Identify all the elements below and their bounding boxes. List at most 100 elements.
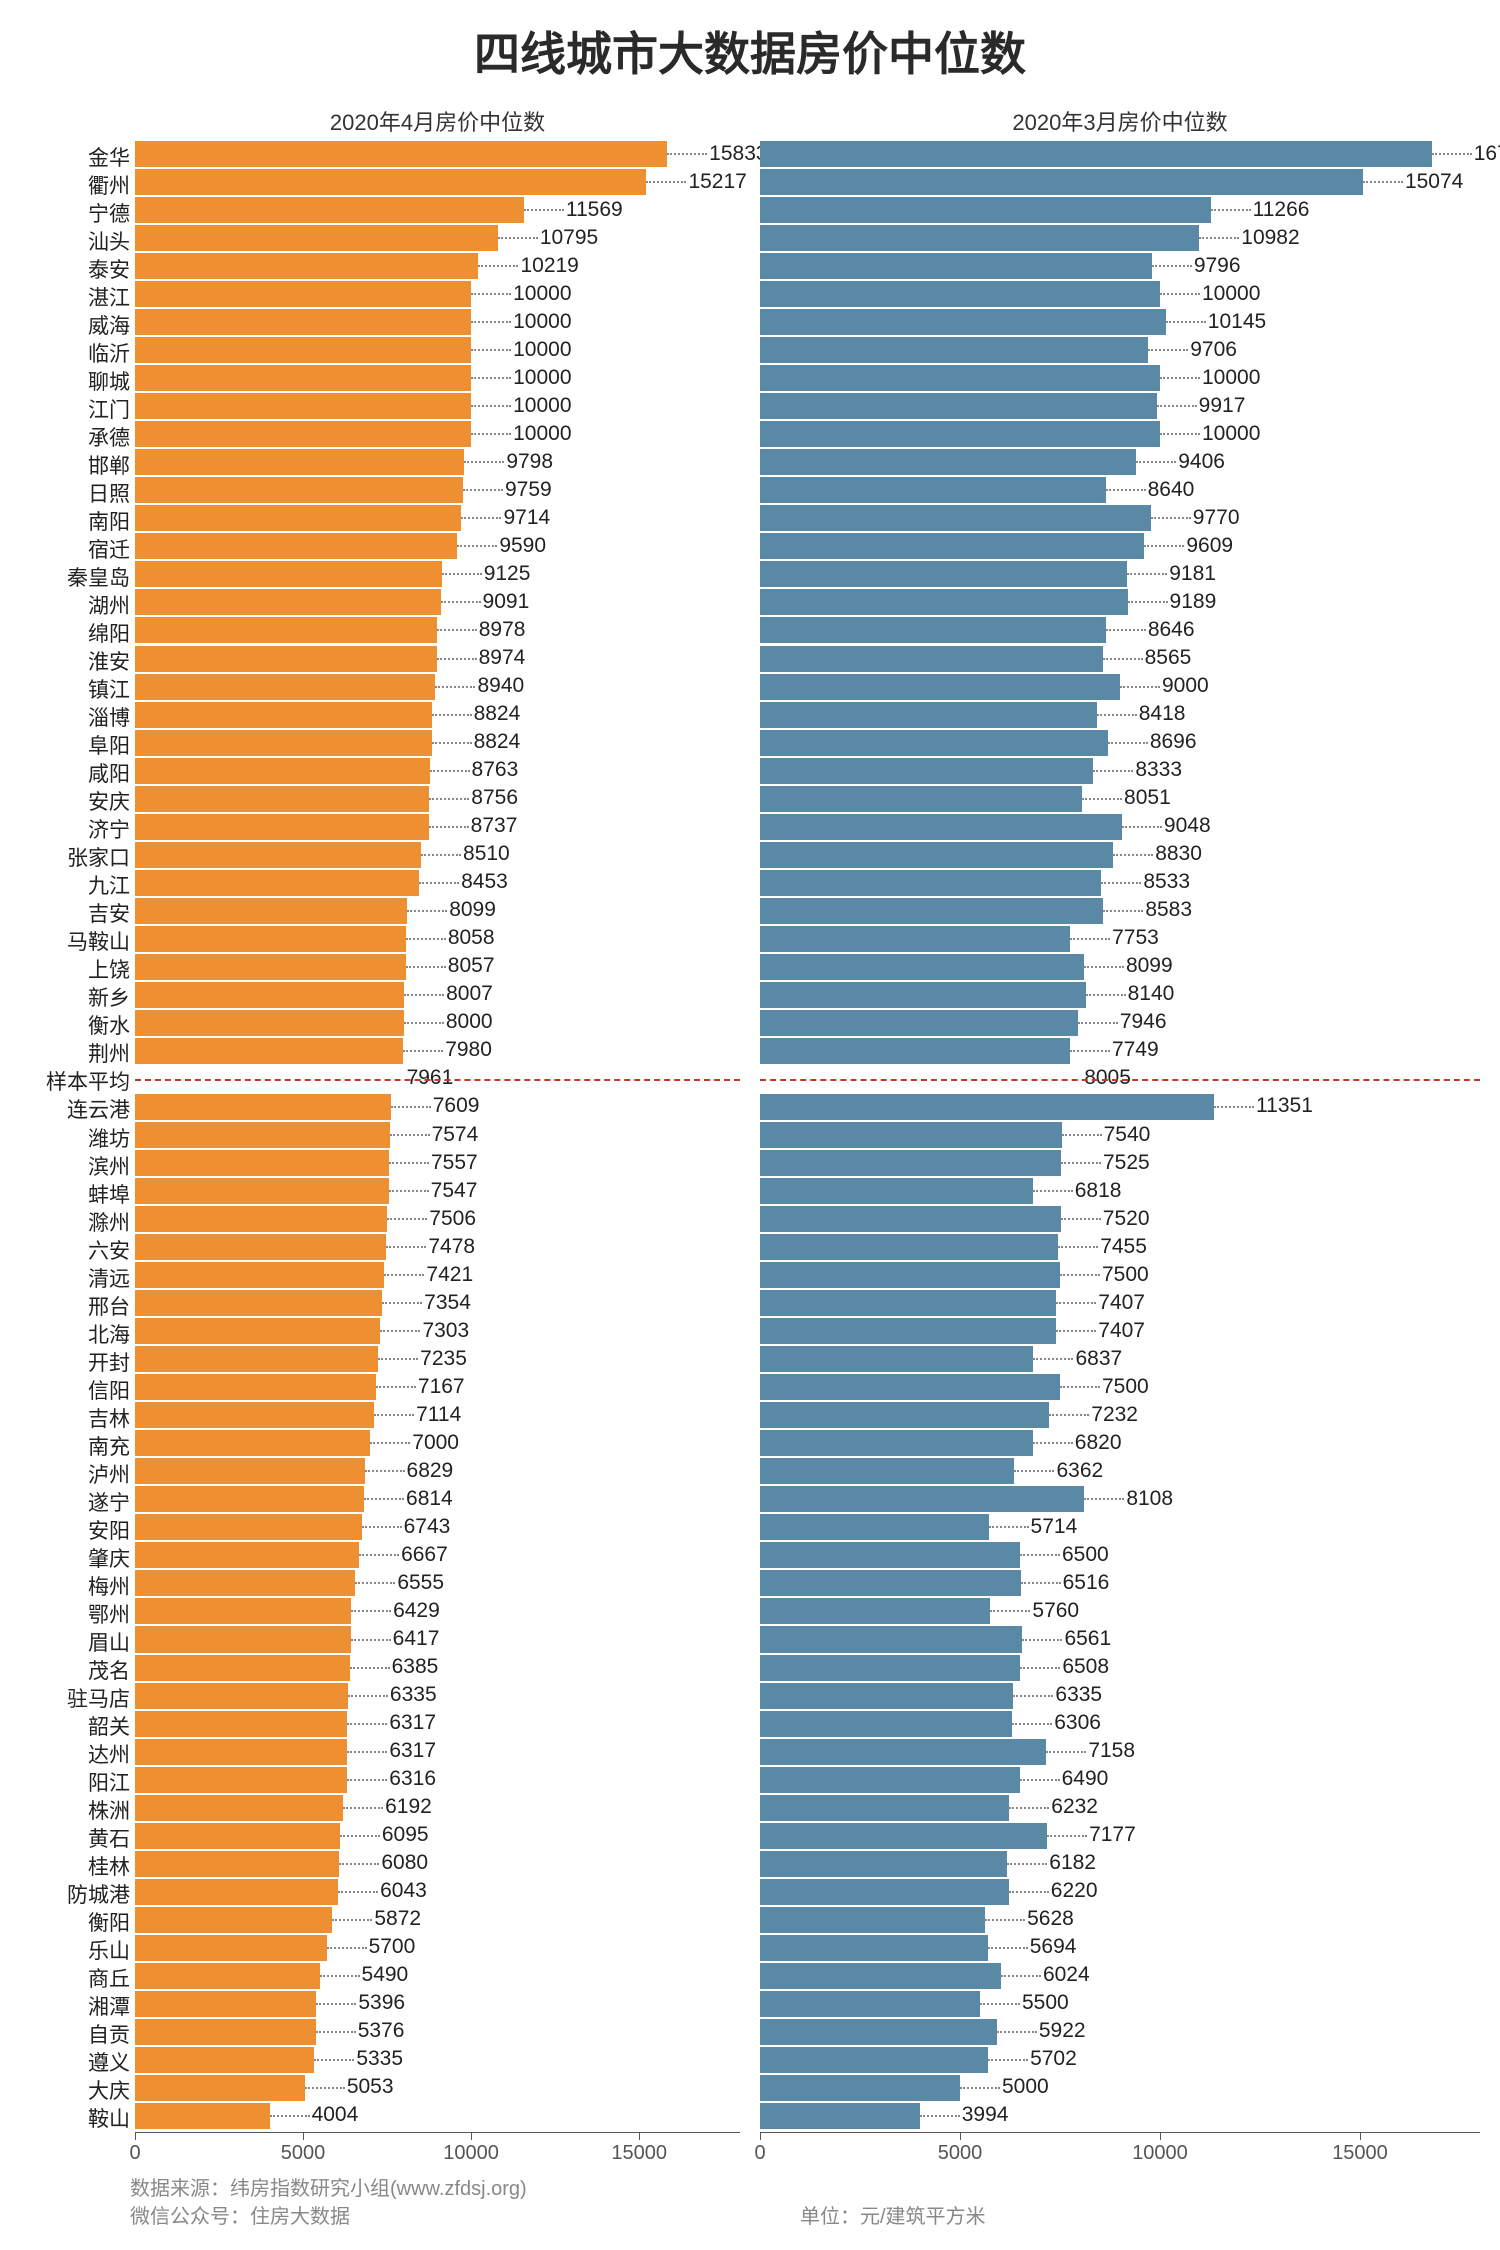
city-label: 聊城 xyxy=(0,366,130,396)
leader-line xyxy=(997,2031,1037,2033)
bar-right xyxy=(760,1430,1033,1456)
leader-line xyxy=(1432,153,1472,155)
bar-right xyxy=(760,421,1160,447)
leader-line xyxy=(1033,1442,1073,1444)
leader-line xyxy=(1049,1414,1089,1416)
bar-right xyxy=(760,1178,1033,1204)
value-label-right: 15074 xyxy=(1405,170,1463,194)
leader-line xyxy=(1021,1582,1061,1584)
value-label-right: 6362 xyxy=(1056,1459,1103,1483)
city-label: 阳江 xyxy=(0,1767,130,1797)
city-label: 桂林 xyxy=(0,1851,130,1881)
leader-line xyxy=(1211,209,1251,211)
leader-line xyxy=(1122,826,1162,828)
value-label-right: 7500 xyxy=(1102,1375,1149,1399)
leader-line xyxy=(403,1050,443,1052)
value-label-left: 10000 xyxy=(513,422,571,446)
value-label-left: 9091 xyxy=(483,590,530,614)
axis-tick-label: 15000 xyxy=(611,2142,667,2165)
city-label: 临沂 xyxy=(0,338,130,368)
bar-left xyxy=(135,730,432,756)
value-label-right: 9189 xyxy=(1170,590,1217,614)
value-label-right: 10982 xyxy=(1241,226,1299,250)
value-label-right: 10000 xyxy=(1202,282,1260,306)
bar-left xyxy=(135,309,471,335)
leader-line xyxy=(457,545,497,547)
value-label-right: 6490 xyxy=(1062,1767,1109,1791)
value-label-right: 8565 xyxy=(1145,646,1192,670)
value-label-right: 9706 xyxy=(1190,338,1237,362)
city-label: 蚌埠 xyxy=(0,1179,130,1209)
bar-right xyxy=(760,1038,1070,1064)
leader-line xyxy=(471,377,511,379)
leader-line xyxy=(1128,601,1168,603)
value-label-right: 7946 xyxy=(1120,1010,1167,1034)
bar-left xyxy=(135,1879,338,1905)
value-label-left: 4004 xyxy=(312,2103,359,2127)
bar-right xyxy=(760,1963,1001,1989)
bar-right xyxy=(760,1122,1062,1148)
bar-right xyxy=(760,533,1144,559)
value-label-left: 7303 xyxy=(422,1319,469,1343)
value-label-left: 6417 xyxy=(393,1627,440,1651)
bar-left xyxy=(135,1122,390,1148)
leader-line xyxy=(1020,1667,1060,1669)
leader-line xyxy=(389,1162,429,1164)
value-label-right: 6508 xyxy=(1062,1655,1109,1679)
value-label-left: 8057 xyxy=(448,954,495,978)
value-label-right: 9609 xyxy=(1186,534,1233,558)
value-label-left: 6335 xyxy=(390,1683,437,1707)
bar-right xyxy=(760,477,1106,503)
bar-left xyxy=(135,1094,391,1120)
bar-left xyxy=(135,2103,270,2129)
leader-line xyxy=(340,1835,380,1837)
value-label-right: 7520 xyxy=(1103,1207,1150,1231)
leader-line xyxy=(498,237,538,239)
leader-line xyxy=(314,2059,354,2061)
leader-line xyxy=(1199,237,1239,239)
city-label: 韶关 xyxy=(0,1711,130,1741)
leader-line xyxy=(347,1751,387,1753)
leader-line xyxy=(384,1274,424,1276)
value-label-right: 9000 xyxy=(1162,674,1209,698)
value-label-left: 6829 xyxy=(407,1459,454,1483)
leader-line xyxy=(1101,882,1141,884)
bar-right xyxy=(760,281,1160,307)
leader-line xyxy=(463,489,503,491)
leader-line xyxy=(1033,1190,1073,1192)
bar-right xyxy=(760,926,1070,952)
leader-line xyxy=(985,1919,1025,1921)
bar-left xyxy=(135,281,471,307)
leader-line xyxy=(1020,1779,1060,1781)
value-label-right: 8108 xyxy=(1126,1487,1173,1511)
footer-source: 数据来源：纬房指数研究小组(www.zfdsj.org) xyxy=(130,2172,527,2201)
bar-left xyxy=(135,870,419,896)
leader-line xyxy=(347,1723,387,1725)
bar-left xyxy=(135,1234,386,1260)
value-label-left: 6317 xyxy=(389,1711,436,1735)
value-label-right: 7753 xyxy=(1112,926,1159,950)
value-label-right: 6820 xyxy=(1075,1431,1122,1455)
bar-right xyxy=(760,1458,1014,1484)
leader-line xyxy=(990,1610,1030,1612)
leader-line xyxy=(1160,293,1200,295)
leader-line xyxy=(432,714,472,716)
axis-tick-label: 0 xyxy=(754,2142,765,2165)
bar-left xyxy=(135,449,464,475)
bar-right xyxy=(760,1626,1022,1652)
city-label: 梅州 xyxy=(0,1571,130,1601)
value-label-left: 7000 xyxy=(412,1431,459,1455)
value-label-left: 10795 xyxy=(540,226,598,250)
leader-line xyxy=(1061,1162,1101,1164)
value-label-left: 8510 xyxy=(463,842,510,866)
bar-left xyxy=(135,617,437,643)
value-label-right: 7407 xyxy=(1098,1319,1145,1343)
bar-right xyxy=(760,898,1103,924)
bar-right xyxy=(760,1683,1013,1709)
bar-left xyxy=(135,954,406,980)
bar-left xyxy=(135,1542,359,1568)
value-label-left: 6743 xyxy=(404,1515,451,1539)
city-label: 淮安 xyxy=(0,646,130,676)
bar-left xyxy=(135,702,432,728)
bar-right xyxy=(760,1290,1056,1316)
